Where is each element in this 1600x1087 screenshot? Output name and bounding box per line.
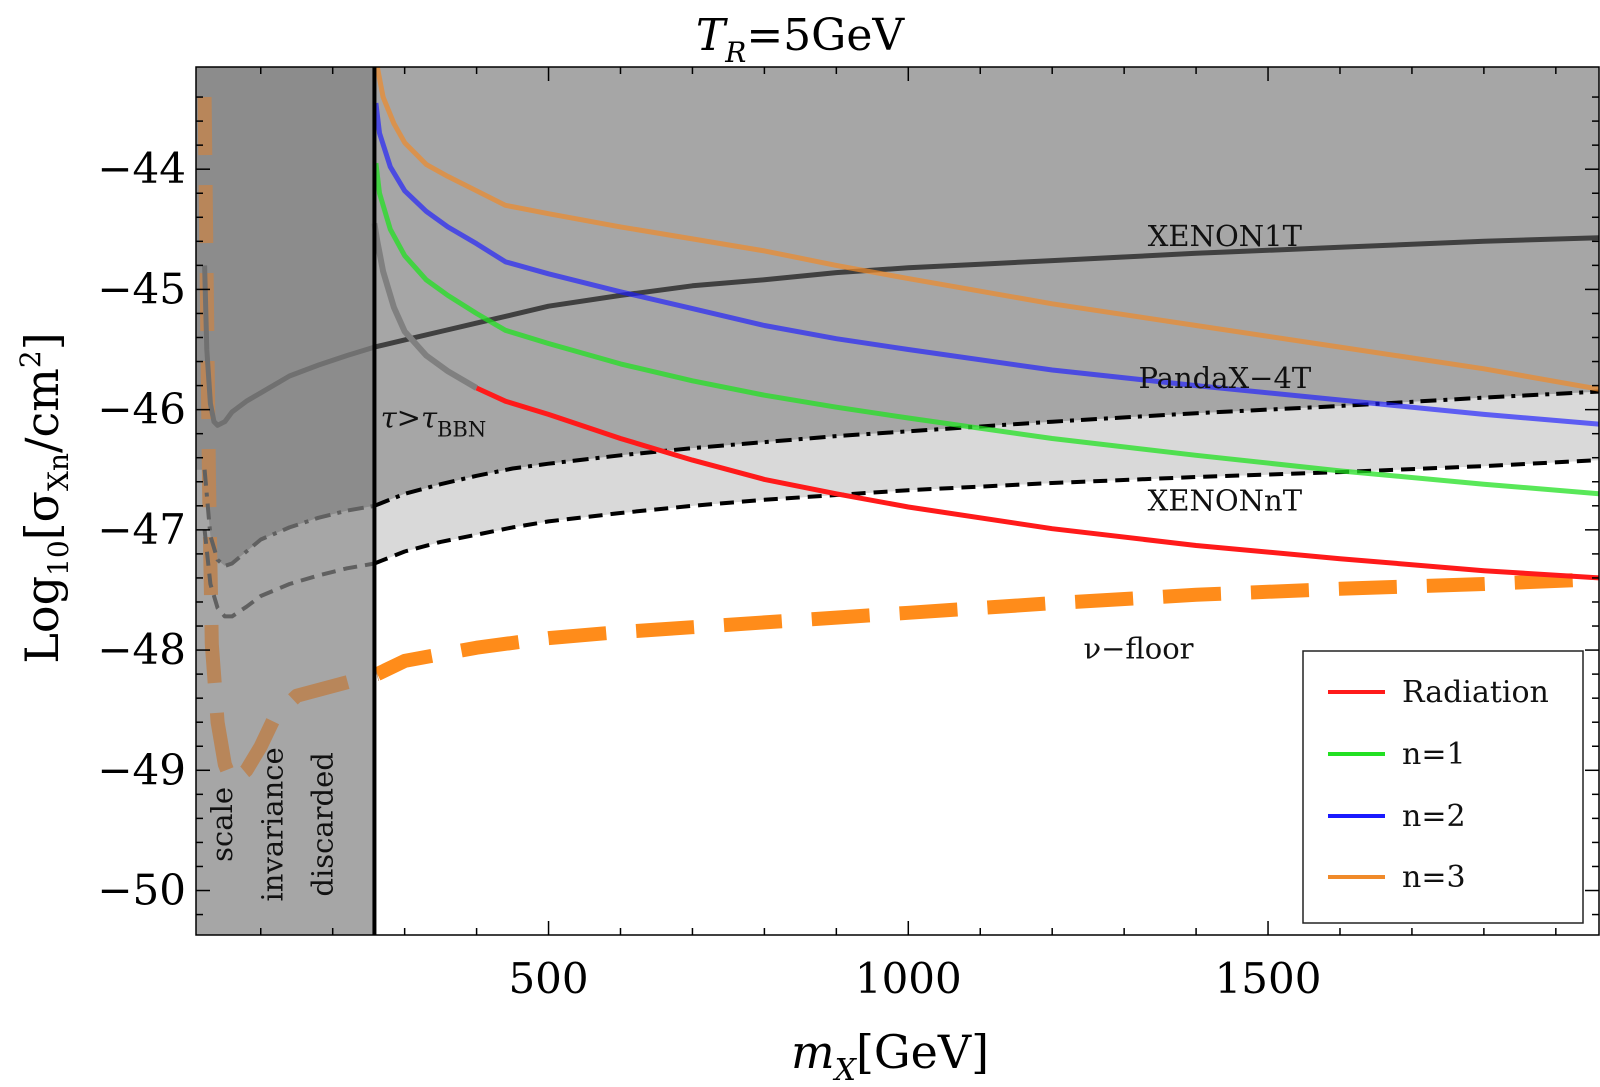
legend-label-n3: n=3	[1402, 860, 1466, 895]
plot-frame	[195, 66, 1600, 936]
y-tick-label: −45	[97, 264, 186, 313]
x-tick-label: 1500	[1215, 954, 1322, 1003]
legend-label-n1: n=1	[1402, 737, 1466, 772]
x-axis-title: mX[GeV]	[791, 1025, 989, 1087]
legend-label-radiation: Radiation	[1402, 675, 1549, 710]
ylabel-pre: Log	[15, 576, 69, 664]
annotation-tau-bbn: τ>τBBN	[381, 401, 487, 442]
y-tick-labels: −44 −45 −46 −47 −48 −49 −50	[97, 144, 186, 914]
series-tau-bbn-boundary	[371, 222, 479, 391]
y-tick-label: −44	[97, 144, 186, 193]
region-discarded-lower	[196, 469, 375, 935]
tau-bbn-sub: BBN	[437, 418, 486, 442]
y-tick-label: −47	[97, 505, 186, 554]
ylabel-sub1: 10	[42, 540, 75, 576]
series-n2	[373, 102, 1599, 427]
series-n3	[374, 67, 1599, 392]
series-radiation	[475, 385, 1599, 581]
ylabel-sub2: Xn	[42, 453, 75, 491]
y-tick-label: −49	[97, 745, 186, 794]
series-xenon1t-discarded	[202, 265, 376, 428]
ylabel-sup: 2	[14, 350, 47, 368]
regions	[196, 67, 1599, 935]
xlabel-symbol: m	[791, 1025, 835, 1079]
legend: Radiation n=1 n=2 n=3	[1302, 650, 1584, 924]
annotation-nu-floor: ν−floor	[1083, 631, 1193, 665]
x-tick-labels: 500 1000 1500	[508, 954, 1321, 1003]
ylabel-close: ]	[15, 332, 69, 350]
series-n1	[373, 162, 1599, 497]
region-allowed	[374, 460, 1599, 935]
title-subscript: R	[724, 36, 746, 69]
title-rest: =5GeV	[746, 10, 905, 61]
annotation-discarded: discarded	[306, 752, 340, 896]
x-tick-label: 1000	[855, 954, 962, 1003]
x-tick-label: 500	[508, 954, 588, 1003]
y-tick-label: −46	[97, 385, 186, 434]
series-pandax-discarded	[202, 469, 375, 568]
annotation-invariance: invariance	[255, 747, 289, 901]
y-tick-label: −50	[97, 866, 186, 915]
y-axis-title: Log10[σXn/cm2]	[14, 332, 75, 663]
chart-title: TR=5GeV	[696, 10, 906, 69]
series-nu-floor-discarded	[197, 97, 380, 790]
title-symbol: T	[696, 10, 729, 61]
annotation-xenon1t: XENON1T	[1148, 219, 1303, 253]
xlabel-subscript: X	[833, 1053, 858, 1087]
series-layer	[197, 67, 1599, 790]
series-xenon1t	[373, 235, 1599, 350]
ylabel-post: /cm	[15, 368, 69, 453]
annotation-pandax: PandaX−4T	[1138, 361, 1311, 395]
series-nu-floor	[374, 572, 1599, 681]
tau-bbn-main: τ>τ	[381, 401, 438, 435]
annotation-scale: scale	[205, 787, 239, 862]
y-tick-label: −48	[97, 625, 186, 674]
legend-label-n2: n=2	[1402, 799, 1466, 834]
xlabel-rest: [GeV]	[856, 1025, 989, 1079]
series-xenonnt-discarded	[202, 529, 375, 619]
ticks	[196, 67, 1599, 935]
annotation-xenonnt: XENONnT	[1148, 484, 1303, 518]
annotations: XENON1T PandaX−4T XENONnT ν−floor τ>τBBN…	[205, 219, 1312, 901]
series-xenonnt	[373, 458, 1599, 566]
ylabel-mid: [σ	[15, 491, 69, 540]
region-projected	[374, 391, 1599, 564]
